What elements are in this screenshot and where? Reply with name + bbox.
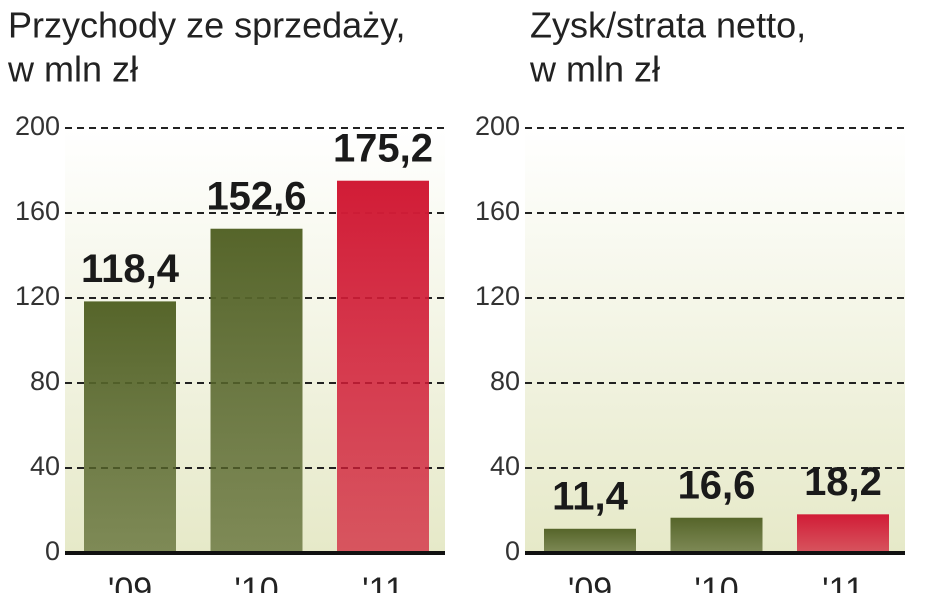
x-tick-label: '11 [362, 571, 404, 593]
bar [797, 514, 889, 553]
y-tick-label: 200 [15, 111, 60, 141]
x-tick-label: '09 [568, 571, 612, 593]
y-tick-label: 0 [505, 536, 520, 566]
value-label: 11,4 [552, 474, 628, 518]
value-label: 118,4 [81, 247, 180, 291]
chart-title: Zysk/strata netto, [530, 5, 806, 46]
y-tick-label: 80 [490, 366, 520, 396]
x-tick-label: '09 [108, 571, 152, 593]
y-tick-label: 80 [30, 366, 60, 396]
x-tick-label: '10 [234, 571, 278, 593]
value-label: 18,2 [804, 460, 882, 504]
y-tick-label: 120 [15, 281, 60, 311]
y-tick-label: 200 [475, 111, 520, 141]
y-tick-label: 40 [30, 451, 60, 481]
y-tick-label: 40 [490, 451, 520, 481]
bar [210, 228, 303, 553]
bar [84, 301, 176, 553]
y-tick-label: 120 [475, 281, 520, 311]
y-tick-label: 160 [15, 196, 60, 226]
x-tick-label: '10 [694, 571, 738, 593]
chart-title: w mln zł [529, 49, 660, 90]
bar [544, 528, 636, 553]
chart-title: w mln zł [7, 49, 138, 90]
plot-background [525, 128, 905, 553]
y-tick-label: 160 [475, 196, 520, 226]
value-label: 175,2 [333, 126, 433, 170]
bar [337, 180, 429, 553]
x-tick-label: '11 [822, 571, 864, 593]
chart-title: Przychody ze sprzedaży, [8, 5, 406, 46]
y-tick-label: 0 [45, 536, 60, 566]
bar [670, 517, 763, 553]
value-label: 152,6 [206, 174, 306, 218]
value-label: 16,6 [678, 463, 756, 507]
